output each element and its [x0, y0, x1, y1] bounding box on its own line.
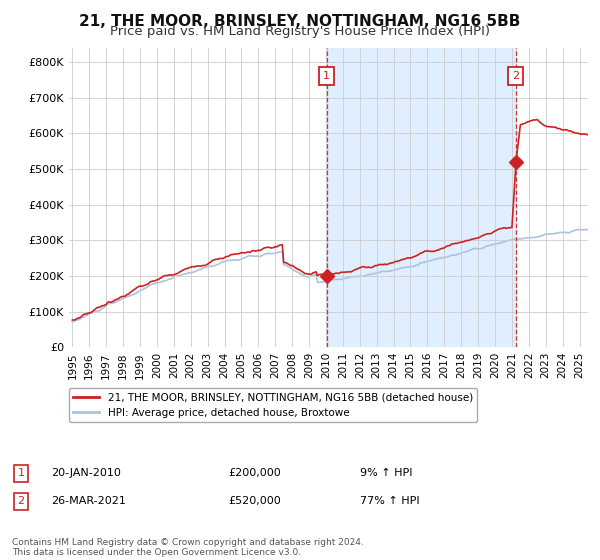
- Text: 21, THE MOOR, BRINSLEY, NOTTINGHAM, NG16 5BB: 21, THE MOOR, BRINSLEY, NOTTINGHAM, NG16…: [79, 14, 521, 29]
- Text: 2: 2: [512, 71, 520, 81]
- Text: 1: 1: [17, 468, 25, 478]
- Text: Contains HM Land Registry data © Crown copyright and database right 2024.
This d: Contains HM Land Registry data © Crown c…: [12, 538, 364, 557]
- Bar: [327, 48, 516, 347]
- Text: 26-MAR-2021: 26-MAR-2021: [51, 496, 126, 506]
- Text: £520,000: £520,000: [228, 496, 281, 506]
- Text: 77% ↑ HPI: 77% ↑ HPI: [360, 496, 419, 506]
- Legend: 21, THE MOOR, BRINSLEY, NOTTINGHAM, NG16 5BB (detached house), HPI: Average pric: 21, THE MOOR, BRINSLEY, NOTTINGHAM, NG16…: [69, 389, 477, 422]
- Text: Price paid vs. HM Land Registry's House Price Index (HPI): Price paid vs. HM Land Registry's House …: [110, 25, 490, 38]
- Text: £200,000: £200,000: [228, 468, 281, 478]
- Text: 2: 2: [17, 496, 25, 506]
- Text: 20-JAN-2010: 20-JAN-2010: [51, 468, 121, 478]
- Text: 1: 1: [323, 71, 331, 81]
- Text: 9% ↑ HPI: 9% ↑ HPI: [360, 468, 413, 478]
